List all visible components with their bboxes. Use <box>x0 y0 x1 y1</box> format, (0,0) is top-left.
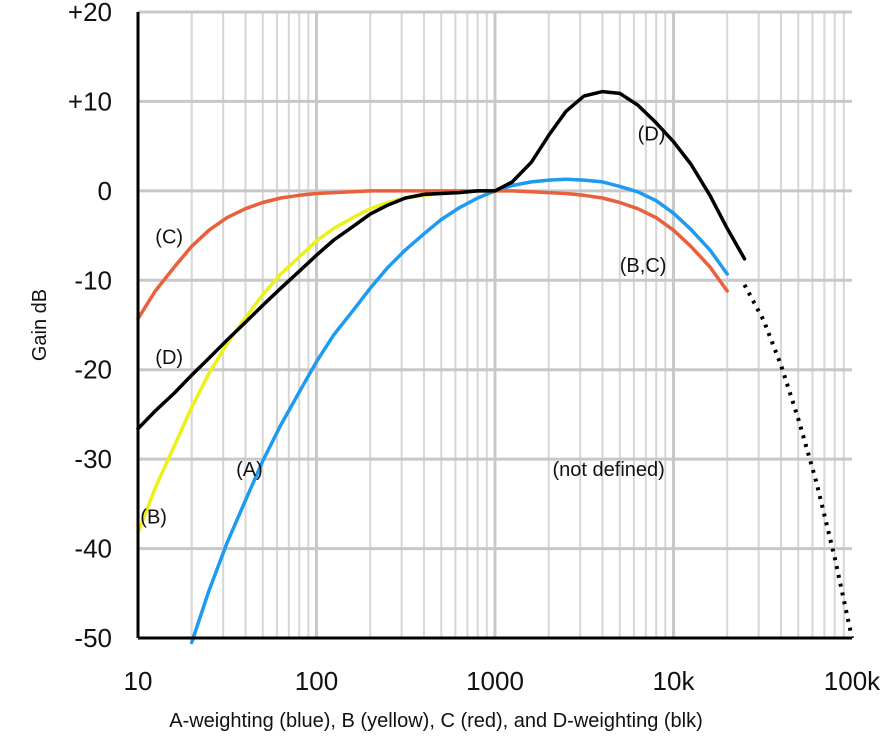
series-line-d-weighting <box>136 89 747 431</box>
axes <box>136 12 852 640</box>
curve-annotation: (B,C) <box>620 255 667 277</box>
series-line-not-defined <box>742 283 854 639</box>
y-tick-label: -40 <box>74 534 112 564</box>
x-tick-label: 10 <box>124 666 153 696</box>
curve-annotation: (not defined) <box>553 459 665 481</box>
series-line-a-weighting <box>189 177 729 645</box>
curve-annotation: (A) <box>236 459 263 481</box>
major-gridlines <box>138 10 852 638</box>
curve-annotation: (D) <box>638 124 666 146</box>
y-axis-label: Gain dB <box>29 289 51 361</box>
y-tick-label: +20 <box>68 0 112 27</box>
y-tick-label: -20 <box>74 355 112 385</box>
y-tick-label: -30 <box>74 444 112 474</box>
y-tick-label: -50 <box>74 623 112 653</box>
x-tick-label: 1000 <box>466 666 524 696</box>
curve-annotations: (C) (D) (A) (B) (D) (B,C) (not defined) <box>140 124 666 529</box>
x-tick-label: 100 <box>295 666 338 696</box>
y-tick-label: -10 <box>74 265 112 295</box>
x-tick-labels: 10 100 1000 10k 100k <box>124 666 882 696</box>
minor-gridlines <box>190 12 845 638</box>
curve-annotation: (D) <box>155 347 183 369</box>
curve-annotation: (B) <box>140 506 167 528</box>
x-tick-label: 10k <box>653 666 696 696</box>
y-tick-label: +10 <box>68 86 112 116</box>
curve-annotation: (C) <box>155 226 183 248</box>
series-lines <box>136 89 854 645</box>
x-tick-label: 100k <box>824 666 881 696</box>
series-line-c-weighting <box>136 189 729 321</box>
y-tick-label: 0 <box>98 176 112 206</box>
y-tick-labels: +20 +10 0 -10 -20 -30 -40 -50 <box>68 0 112 653</box>
x-axis-caption: A-weighting (blue), B (yellow), C (red),… <box>169 710 703 732</box>
